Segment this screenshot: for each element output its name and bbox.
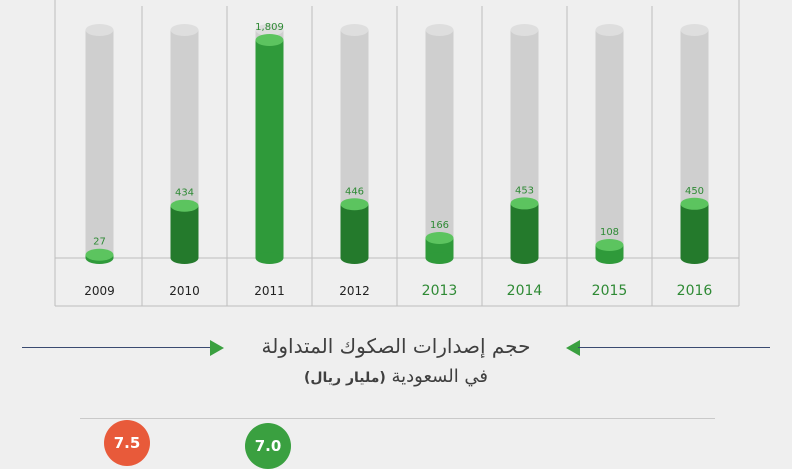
bar-cap (255, 34, 284, 46)
bar-2014 (510, 203, 539, 258)
value-label: 27 (93, 237, 106, 248)
bar-base (425, 252, 454, 264)
bar-track (85, 30, 114, 258)
bar-cap (595, 238, 624, 251)
bar-track-cap (340, 24, 369, 36)
bottom-rule (80, 418, 715, 419)
arrow-left-icon (566, 340, 580, 356)
year-label: 2010 (169, 284, 200, 298)
value-badge-green: 7.0 (245, 423, 291, 469)
bar-track-cap (510, 24, 539, 36)
value-label: 434 (175, 188, 194, 199)
bar-track-cap (255, 24, 284, 36)
bar-cap (510, 197, 539, 210)
value-label: 450 (685, 186, 704, 197)
bar-cap (425, 231, 454, 244)
bar-base (170, 252, 199, 264)
value-label: 446 (345, 186, 364, 197)
year-label: 2011 (254, 284, 285, 298)
title-rule-left (22, 347, 220, 348)
bar-base (340, 252, 369, 264)
bar-cap (340, 198, 369, 211)
value-label: 166 (430, 220, 449, 231)
sukuk-bar-chart: 27 2009 434 2010 1,809 2011 446 2012 166 2013 453 2… (54, 0, 740, 307)
year-label: 2014 (507, 283, 543, 299)
value-badge-orange: 7.5 (104, 420, 150, 466)
year-label: 2009 (84, 284, 115, 298)
bar-cap (170, 199, 199, 212)
year-label: 2016 (677, 283, 713, 299)
chart-title: حجم إصدارات الصكوك المتداولة (261, 334, 531, 358)
chart-unit: (مليار ريال) (303, 370, 386, 386)
bar-track-cap (680, 24, 709, 36)
bar-track (595, 30, 624, 258)
bar-track (425, 30, 454, 258)
year-label: 2015 (592, 283, 628, 299)
chart-subtitle: في السعودية (مليار ريال) (0, 366, 792, 387)
bar-track-cap (85, 24, 114, 36)
value-label: 108 (600, 227, 619, 238)
bar-2011 (255, 40, 284, 258)
year-label: 2012 (339, 284, 370, 298)
year-label: 2013 (422, 283, 458, 299)
bar-track-cap (170, 24, 199, 36)
bar-base (510, 252, 539, 264)
bar-track-cap (425, 24, 454, 36)
bar-base (255, 252, 284, 264)
title-rule-right (578, 347, 770, 348)
bar-cap (85, 248, 114, 261)
bar-2016 (680, 203, 709, 258)
bar-cap (680, 197, 709, 210)
value-label: 1,809 (255, 22, 284, 33)
bar-2010 (170, 205, 199, 258)
bar-2012 (340, 204, 369, 258)
bar-base (595, 252, 624, 264)
value-label: 453 (515, 185, 534, 196)
chart-subtitle-text: في السعودية (391, 366, 489, 387)
arrow-right-icon (210, 340, 224, 356)
bar-track-cap (595, 24, 624, 36)
bar-base (680, 252, 709, 264)
